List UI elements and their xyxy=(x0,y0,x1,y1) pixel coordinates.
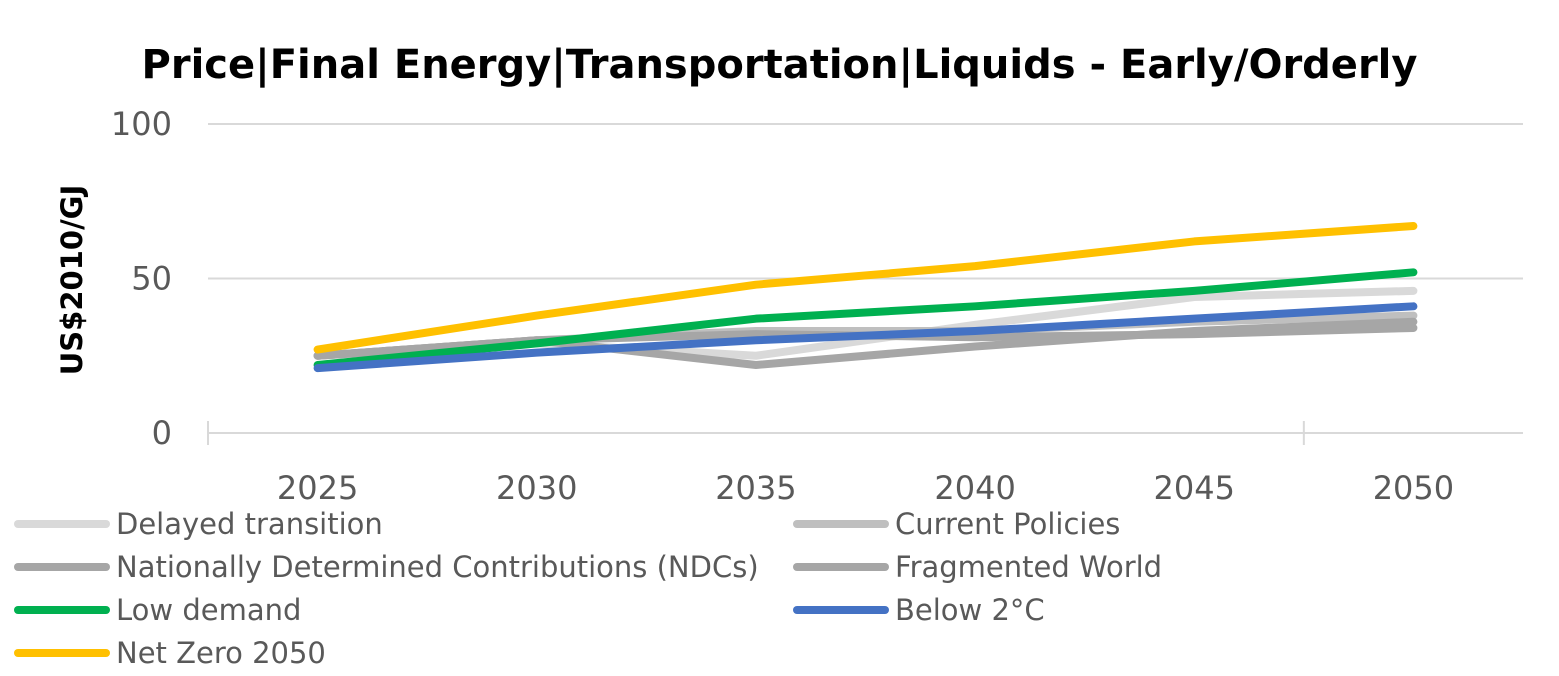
x-tick-label: 2030 xyxy=(496,469,577,507)
x-tick-label: 2035 xyxy=(715,469,796,507)
chart-title: Price|Final Energy|Transportation|Liquid… xyxy=(141,42,1418,88)
legend-label: Below 2°C xyxy=(895,592,1045,627)
series-lines xyxy=(313,221,1418,373)
legend-swatch xyxy=(14,562,110,571)
legend-item: Delayed transition xyxy=(14,502,383,545)
legend-label: Low demand xyxy=(116,592,302,627)
series-line-below-2-c xyxy=(313,302,1418,373)
x-axis xyxy=(207,421,1523,445)
legend-label: Current Policies xyxy=(895,506,1121,541)
y-tick-label: 0 xyxy=(152,414,172,452)
legend-item: Current Policies xyxy=(793,502,1120,545)
x-tick-label: 2050 xyxy=(1373,469,1454,507)
gridlines xyxy=(208,123,1523,280)
legend-item: Low demand xyxy=(14,588,301,631)
legend-swatch xyxy=(793,519,889,528)
y-tick-labels: 0 50 100 xyxy=(111,105,172,452)
legend-label: Fragmented World xyxy=(895,549,1163,584)
legend-swatch xyxy=(14,605,110,614)
legend-swatch xyxy=(793,605,889,614)
legend-label: Net Zero 2050 xyxy=(116,635,326,670)
legend-item: Below 2°C xyxy=(793,588,1045,631)
legend-item: Net Zero 2050 xyxy=(14,631,326,674)
y-tick-label: 100 xyxy=(111,105,172,143)
x-tick-label: 2025 xyxy=(277,469,358,507)
legend-swatch xyxy=(14,648,110,657)
series-line-low-demand xyxy=(313,268,1418,370)
legend-label: Delayed transition xyxy=(116,506,383,541)
series-line-net-zero-2050 xyxy=(313,221,1418,354)
x-tick-label: 2045 xyxy=(1154,469,1235,507)
legend-swatch xyxy=(793,562,889,571)
legend-item: Nationally Determined Contributions (NDC… xyxy=(14,545,759,588)
x-tick-labels: 2025 2030 2035 2040 2045 2050 xyxy=(277,469,1454,507)
legend-item: Fragmented World xyxy=(793,545,1162,588)
legend-swatch xyxy=(14,519,110,528)
y-tick-label: 50 xyxy=(131,260,172,298)
x-tick-label: 2040 xyxy=(934,469,1015,507)
legend-label: Nationally Determined Contributions (NDC… xyxy=(116,549,759,584)
